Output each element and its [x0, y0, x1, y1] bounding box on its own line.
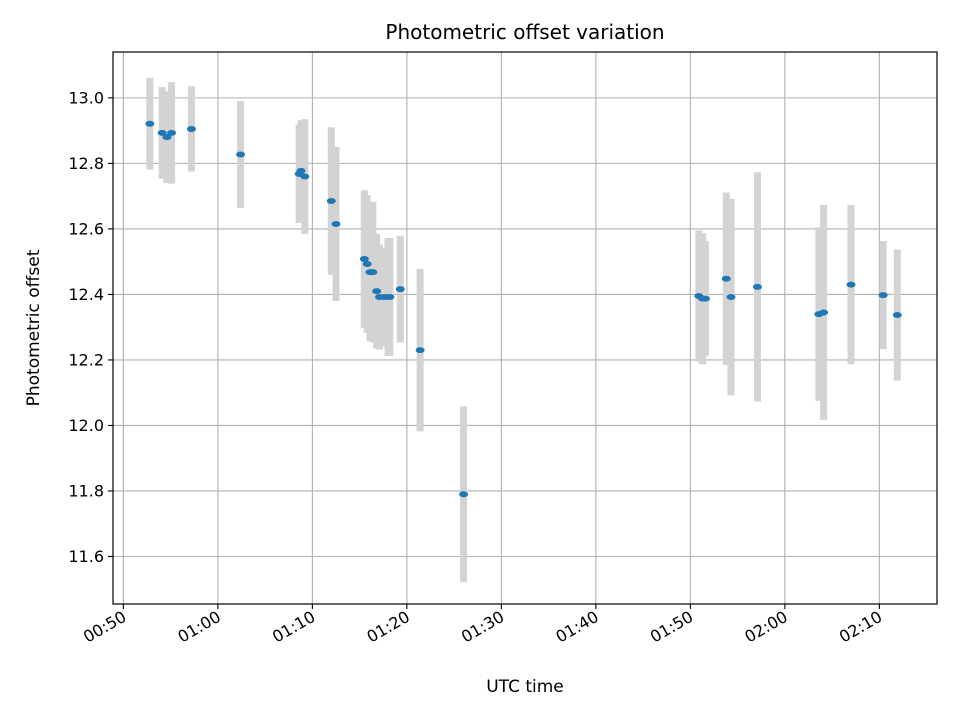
- x-tick-label: 01:00: [174, 607, 223, 647]
- y-tick-label: 12.4: [68, 285, 104, 304]
- y-axis-label: Photometric offset: [24, 249, 44, 406]
- y-tick-label: 12.8: [68, 154, 104, 173]
- data-point: [186, 125, 196, 132]
- x-tick-label: 02:10: [836, 607, 885, 647]
- data-point: [415, 347, 425, 354]
- data-point: [385, 294, 395, 301]
- x-tick-label: 01:20: [363, 607, 412, 647]
- chart-title: Photometric offset variation: [385, 20, 664, 44]
- data-points: [145, 120, 902, 498]
- plot-area-frame: [112, 51, 938, 605]
- data-point: [157, 129, 167, 136]
- y-tick-label: 11.6: [68, 547, 104, 566]
- data-point: [721, 275, 731, 282]
- x-tick-label: 00:50: [80, 607, 129, 647]
- data-point: [300, 173, 310, 180]
- x-tick-label: 02:00: [741, 607, 790, 647]
- y-tick-label: 12.0: [68, 416, 104, 435]
- error-bars: [146, 77, 901, 583]
- data-point: [372, 288, 382, 295]
- x-tick-label: 01:50: [647, 607, 696, 647]
- data-point: [145, 120, 155, 127]
- data-point: [819, 309, 829, 316]
- data-point: [700, 295, 710, 302]
- x-tick-label: 01:40: [552, 607, 601, 647]
- data-point: [846, 281, 856, 288]
- data-point: [892, 312, 902, 319]
- data-point: [326, 198, 336, 205]
- axis-ticks: 00:50 01:00 01:10 01:20 01:30 01:40 01:50 02:00…: [68, 88, 885, 646]
- y-tick-label: 13.0: [68, 88, 104, 107]
- data-point: [752, 283, 762, 290]
- data-point: [362, 260, 372, 267]
- data-point: [359, 256, 369, 263]
- x-tick-label: 01:10: [269, 607, 318, 647]
- data-point: [167, 129, 177, 136]
- data-point: [331, 220, 341, 227]
- data-point: [726, 294, 736, 301]
- y-tick-label: 12.6: [68, 219, 104, 238]
- x-axis-label: UTC time: [486, 677, 564, 697]
- data-point: [878, 292, 888, 299]
- data-point: [162, 134, 172, 141]
- data-point: [296, 167, 306, 174]
- y-tick-label: 12.2: [68, 350, 104, 369]
- data-point: [395, 286, 405, 293]
- y-tick-label: 11.8: [68, 481, 104, 500]
- data-point: [459, 491, 469, 498]
- data-point: [236, 151, 246, 158]
- grid-lines: [113, 52, 937, 604]
- data-point: [368, 269, 378, 276]
- x-tick-label: 01:30: [458, 607, 507, 647]
